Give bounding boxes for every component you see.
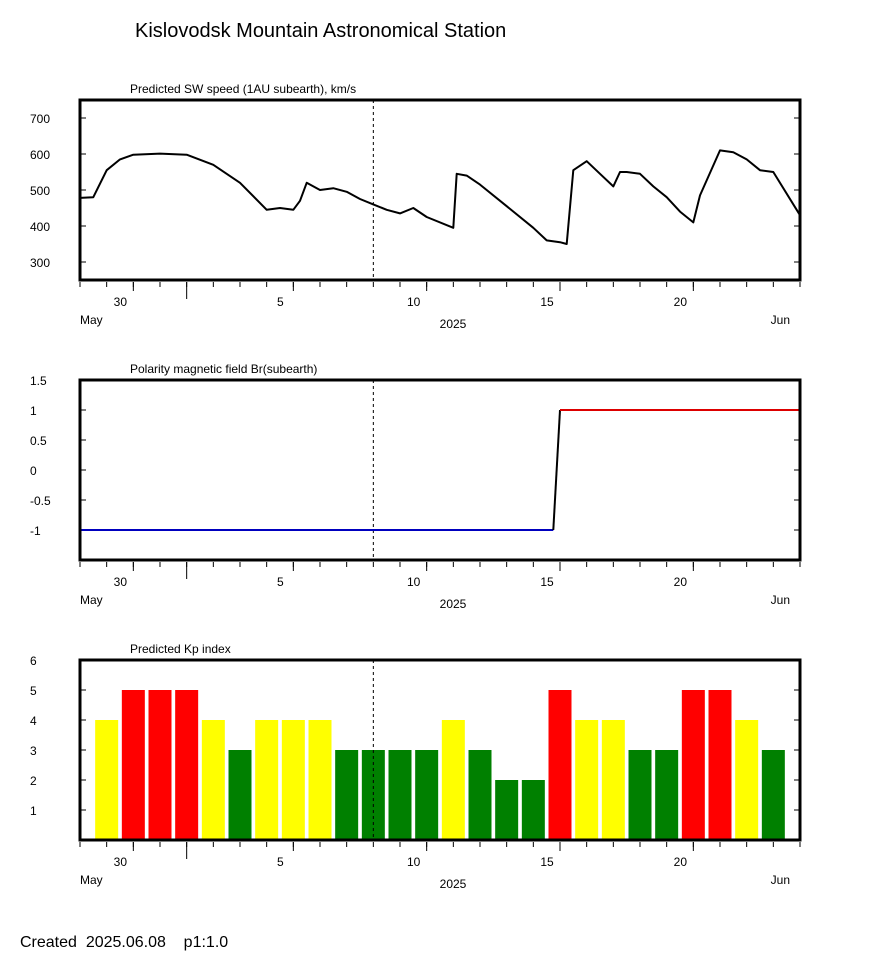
page-title: Kislovodsk Mountain Astronomical Station (135, 20, 507, 42)
y-tick-label: 1 (30, 404, 37, 418)
x-month-label-end: Jun (771, 313, 790, 327)
x-tick-label: 30 (114, 575, 128, 589)
y-tick-label: 3 (30, 744, 37, 758)
x-year-label: 2025 (440, 317, 467, 331)
kp-bar (201, 720, 225, 840)
y-tick-label: 5 (30, 684, 37, 698)
x-tick-label: 15 (540, 855, 554, 869)
plot-frame (78, 378, 802, 562)
kp-bar (681, 690, 705, 840)
kp-bar (441, 720, 465, 840)
x-month-label-end: Jun (771, 873, 790, 887)
x-tick-label: 10 (407, 855, 421, 869)
kp-bar (388, 750, 412, 840)
y-tick-label: 600 (30, 148, 50, 162)
chart-title: Predicted SW speed (1AU subearth), km/s (130, 82, 356, 96)
x-tick-label: 15 (540, 575, 554, 589)
y-tick-label: 500 (30, 184, 50, 198)
created-footer: Created 2025.06.08 p1:1.0 (20, 934, 229, 951)
x-month-label-end: Jun (771, 593, 790, 607)
kp-bar (175, 690, 199, 840)
series-line (552, 409, 561, 531)
chart-panel-2: Polarity magnetic field Br(subearth) 1.5 1… (30, 362, 802, 611)
x-tick-label: 10 (407, 575, 421, 589)
x-month-label-start: May (80, 593, 103, 607)
x-year-label: 2025 (440, 597, 467, 611)
kp-bar (255, 720, 279, 840)
plot-frame (78, 658, 802, 842)
y-tick-label: 700 (30, 112, 50, 126)
y-tick-label: 0 (30, 464, 37, 478)
kp-bar (628, 750, 652, 840)
kp-bar (708, 690, 732, 840)
chart-panel-3: Predicted Kp index 6 5 4 3 2 1 30 5 10 15 20 May Jun 2… (30, 642, 802, 891)
chart-title: Polarity magnetic field Br(subearth) (130, 362, 317, 376)
kp-bar (228, 750, 252, 840)
kp-bar (335, 750, 359, 840)
y-tick-label: 4 (30, 714, 37, 728)
kp-bar (495, 780, 519, 840)
y-tick-label: 1.5 (30, 374, 47, 388)
x-tick-label: 5 (277, 575, 284, 589)
kp-bar (148, 690, 172, 840)
kp-bar (575, 720, 599, 840)
kp-bar (761, 750, 785, 840)
kp-bar (281, 720, 305, 840)
plot-frame (78, 98, 802, 282)
y-tick-label: 400 (30, 220, 50, 234)
chart-title: Predicted Kp index (130, 642, 231, 656)
kp-bar (308, 720, 332, 840)
chart-panel-1: Predicted SW speed (1AU subearth), km/s 7… (30, 82, 802, 331)
kp-bar (121, 690, 145, 840)
x-tick-label: 20 (674, 295, 688, 309)
x-tick-label: 20 (674, 575, 688, 589)
kp-bar (548, 690, 572, 840)
x-tick-label: 20 (674, 855, 688, 869)
kp-bar (655, 750, 679, 840)
y-tick-label: -1 (30, 524, 41, 538)
kp-bar (521, 780, 545, 840)
x-tick-label: 5 (277, 855, 284, 869)
kp-bar (415, 750, 439, 840)
x-tick-label: 5 (277, 295, 284, 309)
y-tick-label: 6 (30, 654, 37, 668)
x-tick-label: 15 (540, 295, 554, 309)
x-tick-label: 10 (407, 295, 421, 309)
kp-bar (735, 720, 759, 840)
y-tick-label: 300 (30, 256, 50, 270)
x-year-label: 2025 (440, 877, 467, 891)
series-line (79, 149, 801, 245)
y-tick-label: 0.5 (30, 434, 47, 448)
y-tick-label: 2 (30, 774, 37, 788)
kp-bar (468, 750, 492, 840)
x-tick-label: 30 (114, 295, 128, 309)
x-tick-label: 30 (114, 855, 128, 869)
x-month-label-start: May (80, 313, 103, 327)
x-month-label-start: May (80, 873, 103, 887)
kp-bar (95, 720, 119, 840)
y-tick-label: 1 (30, 804, 37, 818)
kp-bar (601, 720, 625, 840)
y-tick-label: -0.5 (30, 494, 51, 508)
